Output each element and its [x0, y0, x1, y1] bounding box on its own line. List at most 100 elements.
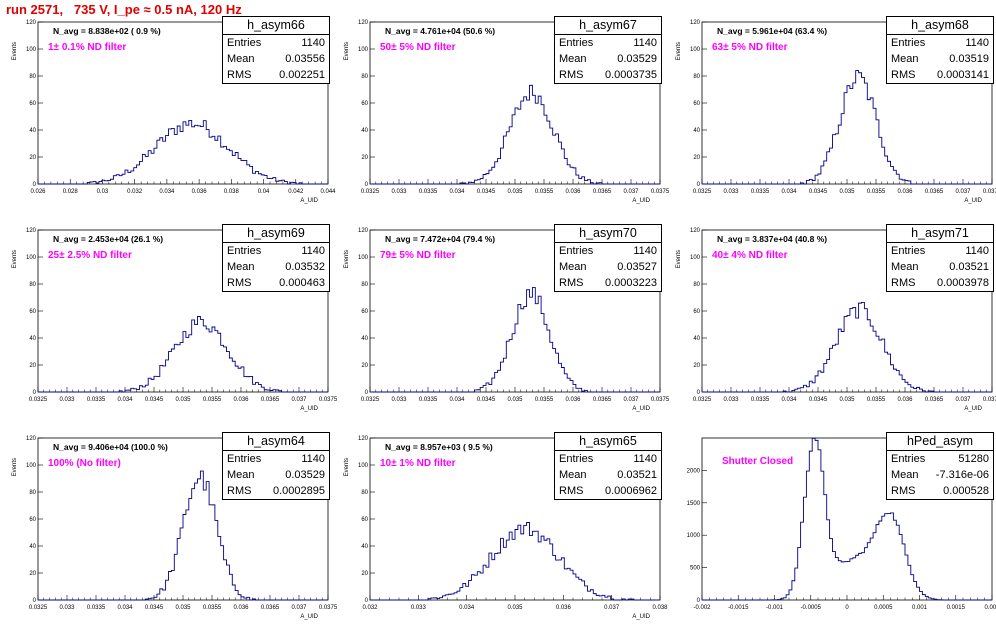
x-tick-label: 0.0375	[983, 397, 996, 403]
histogram-name: h_asym67	[555, 17, 661, 35]
y-tick-label: 20	[29, 155, 36, 161]
stat-label: Mean	[559, 53, 587, 65]
filter-note: 40± 4% ND filter	[712, 250, 788, 261]
stat-value: 1140	[633, 453, 657, 465]
panel-h_asym70: 0.0325 0.033 0.0335 0.034 0.0345 0.035 0.0355 0…	[340, 224, 670, 431]
y-tick-label: 120	[358, 436, 369, 442]
y-tick-label: 40	[29, 544, 36, 550]
x-tick-label: 0.034	[449, 397, 465, 403]
stat-value: 0.000528	[943, 485, 989, 497]
y-tick-label: 100	[26, 255, 37, 261]
stat-row-entries: Entries 1140	[887, 243, 993, 259]
y-axis-label: Events	[12, 250, 18, 268]
stat-row-entries: Entries 1140	[555, 35, 661, 51]
y-tick-label: 60	[693, 101, 700, 107]
stat-value: 0.03521	[617, 469, 657, 481]
stat-box: h_asym66 Entries 1140 Mean 0.03556 RMS 0.00225…	[222, 16, 330, 84]
y-tick-label: 120	[26, 228, 37, 234]
panel-hPed_asym: -0.002 -0.0015 -0.001 -0.0005 0 0.0005 0.001 0.…	[672, 432, 996, 639]
x-tick-label: 0.036	[897, 189, 913, 195]
y-tick-label: 2000	[687, 468, 701, 474]
stat-label: Entries	[227, 453, 262, 465]
stat-row-mean: Mean -7.316e-06	[887, 467, 993, 483]
x-tick-label: 0.0375	[319, 397, 338, 403]
x-tick-label: 0.0365	[261, 397, 280, 403]
y-tick-label: 0	[33, 598, 37, 604]
x-tick-label: 0.033	[723, 397, 739, 403]
stat-row-rms: RMS 0.0003223	[555, 275, 661, 291]
x-tick-label: 0.0335	[419, 397, 438, 403]
x-tick-label: 0.04	[258, 189, 270, 195]
stat-value: 0.03529	[617, 53, 657, 65]
x-tick-label: 0.032	[362, 605, 378, 611]
stat-value: 0.0003223	[605, 277, 657, 289]
filter-note: 1± 0.1% ND filter	[48, 42, 127, 53]
stat-value: 0.0003978	[937, 277, 989, 289]
navg-label: N_avg = 9.406e+04 (100.0 %)	[53, 442, 168, 452]
x-tick-label: 0.036	[565, 189, 581, 195]
x-tick-label: 0.0365	[925, 397, 944, 403]
stat-label: RMS	[891, 69, 916, 81]
histogram-series	[702, 301, 992, 393]
stat-label: Mean	[559, 469, 587, 481]
stat-box: h_asym68 Entries 1140 Mean 0.03519 RMS 0.00031…	[886, 16, 994, 84]
y-tick-label: 100	[358, 463, 369, 469]
y-axis-label: Events	[676, 42, 682, 60]
y-tick-label: 40	[361, 128, 368, 134]
stat-value: 0.03527	[617, 261, 657, 273]
stat-label: Mean	[227, 261, 255, 273]
filter-note: 25± 2.5% ND filter	[48, 250, 132, 261]
histogram-plot: 0.0325 0.033 0.0335 0.034 0.0345 0.035 0.0355 0…	[12, 228, 338, 412]
y-tick-label: 40	[29, 336, 36, 342]
navg-label: N_avg = 2.453e+04 (26.1 %)	[53, 234, 164, 244]
x-tick-label: 0.033	[723, 189, 739, 195]
stat-row-entries: Entries 1140	[223, 243, 329, 259]
x-tick-label: 0	[845, 605, 849, 611]
run-title: run 2571, 735 V, I_pe ≈ 0.5 nA, 120 Hz	[6, 2, 242, 17]
y-tick-label: 80	[29, 74, 36, 80]
stat-label: Entries	[559, 37, 594, 49]
y-tick-label: 1500	[687, 501, 701, 507]
y-tick-label: 20	[693, 363, 700, 369]
x-tick-label: 0.0335	[87, 397, 106, 403]
y-tick-label: 60	[361, 517, 368, 523]
x-tick-label: 0.0335	[419, 189, 438, 195]
stat-label: RMS	[227, 485, 252, 497]
stat-box: h_asym64 Entries 1140 Mean 0.03529 RMS 0.00028…	[222, 432, 330, 500]
x-tick-label: 0.035	[507, 605, 523, 611]
x-tick-label: -0.0015	[728, 605, 749, 611]
histogram-series	[370, 522, 660, 601]
filter-note: 10± 1% ND filter	[380, 458, 456, 469]
panel-h_asym71: 0.0325 0.033 0.0335 0.034 0.0345 0.035 0.0355 0…	[672, 224, 996, 431]
x-tick-label: 0.034	[449, 189, 465, 195]
y-tick-label: 20	[29, 571, 36, 577]
y-tick-label: 100	[690, 47, 701, 53]
stat-label: Entries	[891, 453, 926, 465]
x-axis-label: A_UID	[300, 614, 318, 620]
stat-value: 0.002251	[279, 69, 325, 81]
x-tick-label: 0.0325	[693, 397, 712, 403]
histogram-name: h_asym71	[887, 225, 993, 243]
y-tick-label: 100	[358, 255, 369, 261]
x-axis-label: A_UID	[632, 198, 650, 204]
x-tick-label: -0.001	[766, 605, 784, 611]
y-tick-label: 20	[361, 571, 368, 577]
stat-box: h_asym67 Entries 1140 Mean 0.03529 RMS 0.00037…	[554, 16, 662, 84]
x-tick-label: 0.034	[781, 189, 797, 195]
stat-row-mean: Mean 0.03519	[887, 51, 993, 67]
stat-label: Mean	[227, 469, 255, 481]
x-axis-label: A_UID	[300, 198, 318, 204]
panel-h_asym65: 0.032 0.033 0.034 0.035 0.036 0.037 0.038 0 20 40…	[340, 432, 670, 639]
x-tick-label: 0.0335	[751, 189, 770, 195]
y-tick-label: 20	[693, 155, 700, 161]
stat-label: Entries	[559, 245, 594, 257]
x-tick-label: 0.0375	[651, 189, 670, 195]
stat-value: 0.0003735	[605, 69, 657, 81]
stat-label: RMS	[559, 485, 584, 497]
stat-row-mean: Mean 0.03556	[223, 51, 329, 67]
x-tick-label: 0.037	[604, 605, 620, 611]
stat-label: Entries	[227, 37, 262, 49]
stat-value: 0.0006962	[605, 485, 657, 497]
histogram-name: h_asym69	[223, 225, 329, 243]
stat-value: 1140	[301, 245, 325, 257]
